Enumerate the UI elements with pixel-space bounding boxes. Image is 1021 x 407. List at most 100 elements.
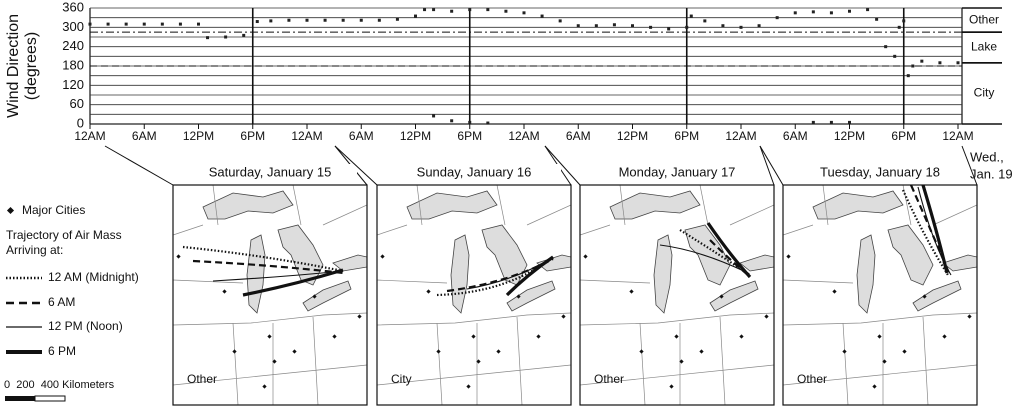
panel-frame bbox=[376, 184, 572, 406]
trajectories bbox=[659, 222, 752, 279]
data-point bbox=[468, 8, 472, 12]
trajectory bbox=[921, 184, 949, 274]
data-point bbox=[612, 23, 616, 27]
data-point bbox=[829, 11, 833, 15]
data-point bbox=[920, 59, 924, 63]
data-point bbox=[757, 24, 761, 28]
panel-frame bbox=[782, 184, 978, 406]
data-point bbox=[423, 8, 427, 12]
data-point bbox=[938, 61, 942, 65]
x-tick-label: 6PM bbox=[891, 129, 916, 143]
data-point bbox=[323, 18, 327, 22]
data-point bbox=[775, 16, 779, 20]
panel-title-bg bbox=[793, 164, 967, 182]
data-point bbox=[793, 11, 797, 15]
y-label: Wind Direction bbox=[5, 14, 22, 118]
data-point bbox=[689, 14, 693, 18]
data-point bbox=[178, 22, 182, 26]
data-point bbox=[142, 22, 146, 26]
legend-label: 6 PM bbox=[48, 344, 76, 358]
connector bbox=[334, 145, 378, 186]
x-tick-label: 12AM bbox=[508, 129, 539, 143]
data-point bbox=[911, 64, 915, 68]
data-point bbox=[468, 120, 472, 124]
y-tick-label: 180 bbox=[62, 57, 84, 72]
data-point bbox=[956, 61, 960, 65]
region-label: Other bbox=[594, 372, 624, 386]
data-point bbox=[866, 8, 870, 12]
data-point bbox=[377, 18, 381, 22]
legend-title: Arriving at: bbox=[6, 243, 63, 257]
data-point bbox=[359, 18, 363, 22]
data-point bbox=[829, 120, 833, 124]
x-tick-label: 12AM bbox=[291, 129, 322, 143]
trajectories bbox=[182, 245, 344, 297]
y-label: (degrees) bbox=[23, 32, 40, 100]
region-label: Other bbox=[187, 372, 217, 386]
x-tick-label: 12PM bbox=[183, 129, 214, 143]
region-label: Other bbox=[969, 12, 999, 26]
data-point bbox=[703, 19, 707, 23]
trajectory bbox=[242, 268, 344, 297]
y-axis-title: Wind Direction (degrees) bbox=[5, 14, 40, 118]
data-point bbox=[721, 24, 725, 28]
scale-label: 0 200 400 Kilometers bbox=[4, 379, 115, 391]
data-point bbox=[395, 17, 399, 21]
data-point bbox=[197, 22, 200, 26]
connector bbox=[544, 145, 581, 186]
data-point bbox=[576, 24, 580, 28]
panel-title-bg bbox=[590, 164, 764, 182]
y-tick-label: 360 bbox=[62, 0, 84, 14]
data-point bbox=[414, 14, 417, 18]
data-point bbox=[902, 19, 906, 23]
data-point bbox=[269, 19, 273, 23]
y-tick-label: 240 bbox=[62, 38, 84, 53]
data-point bbox=[522, 11, 526, 15]
data-point bbox=[811, 120, 815, 124]
region-label: Lake bbox=[971, 40, 997, 54]
scale-bar bbox=[34, 395, 66, 402]
data-point bbox=[88, 22, 92, 26]
y-tick-label: 60 bbox=[70, 96, 84, 111]
x-tick-label: 6AM bbox=[783, 129, 808, 143]
region-label: City bbox=[974, 86, 995, 100]
data-point bbox=[160, 22, 164, 26]
trajectory bbox=[192, 259, 344, 275]
map-panels: Saturday, January 15 Other Sunday, January… bbox=[104, 145, 978, 406]
date-note: Jan. 19 bbox=[970, 166, 1013, 181]
data-point bbox=[242, 33, 246, 37]
panel-title-bg bbox=[183, 164, 357, 182]
trajectory bbox=[182, 245, 344, 273]
connector bbox=[104, 145, 174, 186]
trajectory bbox=[659, 244, 749, 274]
data-point bbox=[450, 119, 454, 123]
data-point bbox=[224, 35, 228, 39]
data-point bbox=[287, 18, 291, 22]
data-point bbox=[486, 8, 490, 12]
x-tick-label: 6PM bbox=[457, 129, 482, 143]
trajectory bbox=[436, 256, 554, 297]
data-point bbox=[884, 45, 888, 49]
data-point bbox=[206, 36, 210, 40]
legend-title: Trajectory of Air Mass bbox=[6, 228, 122, 242]
scale-bar bbox=[5, 396, 35, 401]
data-point bbox=[124, 22, 128, 26]
y-tick-label: 0 bbox=[77, 115, 84, 130]
data-point bbox=[667, 27, 671, 31]
x-tick-label: 12PM bbox=[617, 129, 648, 143]
data-point bbox=[893, 54, 897, 58]
panel-title: Monday, January 17 bbox=[619, 164, 736, 179]
panel-title-bg bbox=[387, 164, 561, 182]
x-tick-label: 12PM bbox=[834, 129, 865, 143]
data-point bbox=[540, 14, 544, 18]
data-point bbox=[848, 120, 851, 124]
panel-title: Tuesday, January 18 bbox=[820, 164, 940, 179]
x-tick-label: 12AM bbox=[74, 129, 105, 143]
connector bbox=[961, 145, 978, 186]
data-point bbox=[432, 114, 436, 118]
trajectories bbox=[901, 184, 952, 276]
x-tick-label: 6AM bbox=[132, 129, 157, 143]
legend-label: 12 AM (Midnight) bbox=[48, 270, 139, 284]
data-point bbox=[558, 19, 562, 23]
